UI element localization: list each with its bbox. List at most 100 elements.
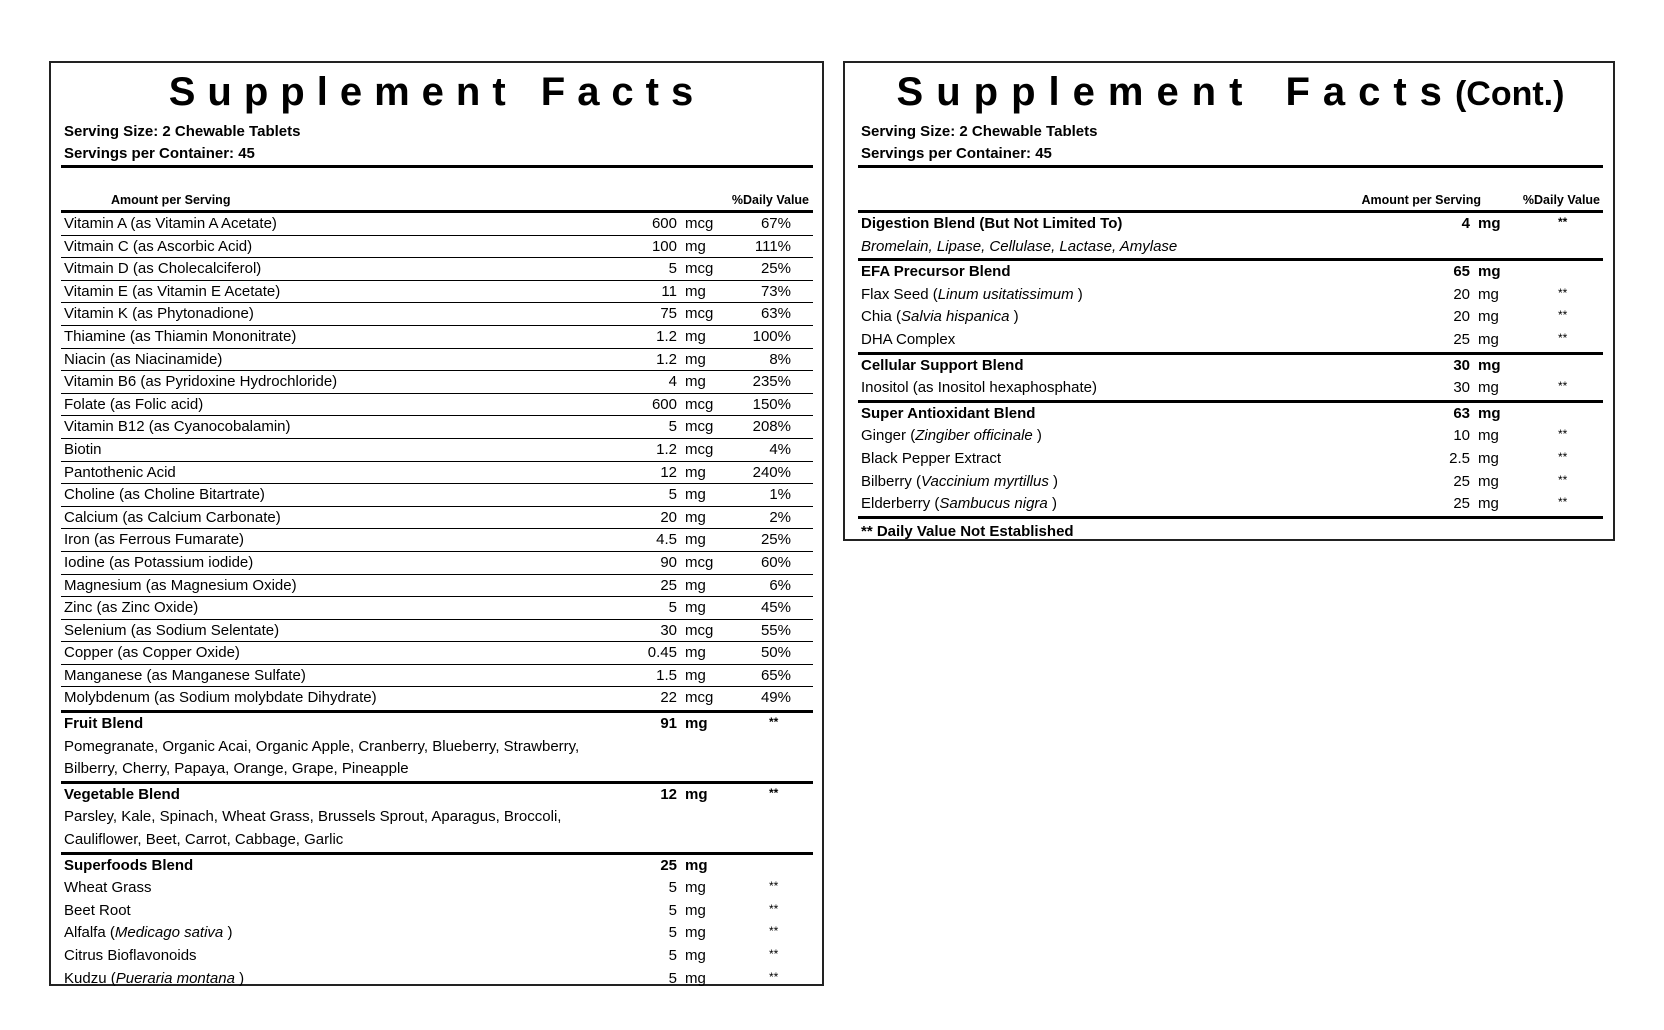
amount-value: 25 <box>1453 472 1470 490</box>
nutrient-name: Super Antioxidant Blend <box>861 403 1035 426</box>
title-word: Supplement <box>896 70 1256 114</box>
daily-value: 65% <box>760 666 791 684</box>
name-text: Zinc (as Zinc Oxide) <box>64 599 199 617</box>
amount-unit: mcg <box>685 215 714 232</box>
daily-value: 45% <box>760 599 791 617</box>
nutrient-row: Bilberry (Vaccinium myrtillus ) 25 mg ** <box>858 471 1603 494</box>
nutrient-row: Choline (as Choline Bitartrate) 5 mg 1% <box>61 484 813 507</box>
amount-value: 5 <box>668 969 677 987</box>
amount-value: 91 <box>660 715 677 733</box>
nutrient-row: Black Pepper Extract 2.5 mg ** <box>858 448 1603 471</box>
amount-value: 1.2 <box>656 327 677 345</box>
blend-header-row: Superfoods Blend 25 mg <box>61 855 813 878</box>
amount-unit: mg <box>685 599 706 617</box>
name-text: Alfalfa <box>64 924 106 942</box>
nutrient-row: Vitmain D (as Cholecalciferol) 5 mcg 25% <box>61 258 813 281</box>
latin-name: Vaccinium myrtillus <box>921 472 1049 490</box>
amount-unit: mg <box>685 531 706 549</box>
amount-unit: mg <box>1478 427 1499 445</box>
amount-unit: mg <box>685 901 706 919</box>
divider <box>858 210 1603 213</box>
blend-header-row: Vegetable Blend 12 mg ** <box>61 784 813 807</box>
blend-list: Digestion Blend (But Not Limited To) 4 mg *… <box>858 213 1603 519</box>
name-text: Kudzu <box>64 969 107 987</box>
nutrient-name: Kudzu (Pueraria montana ) <box>64 969 245 987</box>
name-text: Choline (as Choline Bitartrate) <box>64 486 265 504</box>
name-text: Elderberry <box>861 495 931 513</box>
name-text: Black Pepper Extract <box>861 449 1002 467</box>
nutrient-row: Beet Root 5 mg ** <box>61 900 813 923</box>
amount-unit: mg <box>685 856 708 874</box>
daily-value: 1% <box>769 486 791 504</box>
amount-unit: mg <box>1478 215 1501 232</box>
nutrient-row: Niacin (as Niacinamide) 1.2 mg 8% <box>61 349 813 372</box>
daily-value: ** <box>769 715 779 730</box>
amount-value: 20 <box>1453 308 1470 326</box>
amount-value: 25 <box>1453 330 1470 348</box>
name-text: Digestion Blend (But Not Limited To) <box>861 215 1123 232</box>
amount-unit: mg <box>1478 285 1499 303</box>
name-text: Ginger <box>861 427 907 445</box>
amount-unit: mg <box>685 715 708 733</box>
nutrient-name: Citrus Bioflavonoids <box>64 945 197 968</box>
blend-header-row: Super Antioxidant Blend 63 mg <box>858 403 1603 426</box>
blend-header-row: EFA Precursor Blend 65 mg <box>858 261 1603 284</box>
divider <box>858 258 1603 262</box>
name-text: Biotin <box>64 440 102 458</box>
column-header: Amount per Serving %Daily Value <box>61 168 813 210</box>
nutrient-row: Kudzu (Pueraria montana ) 5 mg ** <box>61 968 813 991</box>
name-text: Flax Seed <box>861 285 929 303</box>
nutrient-row: Iodine (as Potassium iodide) 90 mcg 60% <box>61 552 813 575</box>
nutrient-row: Folate (as Folic acid) 600 mcg 150% <box>61 394 813 417</box>
nutrient-name: Vitmain C (as Ascorbic Acid) <box>64 236 252 259</box>
amount-value: 22 <box>660 689 677 707</box>
nutrient-name: Iron (as Ferrous Fumarate) <box>64 529 244 552</box>
name-text: Magnesium (as Magnesium Oxide) <box>64 576 297 594</box>
nutrient-name: Chia (Salvia hispanica ) <box>861 308 1019 326</box>
nutrient-name: Vitamin B6 (as Pyridoxine Hydrochloride) <box>64 371 337 394</box>
nutrient-row: Copper (as Copper Oxide) 0.45 mg 50% <box>61 642 813 665</box>
daily-value: 25% <box>760 260 791 278</box>
amount-value: 65 <box>1453 263 1470 281</box>
servings-per-container: Servings per Container: 45 <box>64 145 255 162</box>
name-text: Iodine (as Potassium iodide) <box>64 553 254 571</box>
daily-value: 60% <box>760 553 791 571</box>
name-text: Vegetable Blend <box>64 785 180 803</box>
amount-value: 5 <box>668 879 677 897</box>
daily-value: ** <box>1558 308 1568 323</box>
nutrient-name: Folate (as Folic acid) <box>64 394 203 417</box>
daily-value: ** <box>769 969 779 984</box>
amount-unit: mg <box>1478 449 1499 467</box>
name-text: Fruit Blend <box>64 715 144 733</box>
amount-unit: mg <box>685 666 706 684</box>
blend-header-row: Cellular Support Blend 30 mg <box>858 355 1603 378</box>
nutrient-row: Inositol (as Inositol hexaphosphate) 30 mg… <box>858 377 1603 400</box>
name-text: Cellular Support Blend <box>861 356 1024 374</box>
name-text: Vitamin A (as Vitamin A Acetate) <box>64 215 277 232</box>
name-text: Bilberry <box>861 472 912 490</box>
amount-value: 5 <box>668 486 677 504</box>
latin-name: Linum usitatissimum <box>937 285 1074 303</box>
amount-unit: mg <box>685 879 706 897</box>
nutrient-name: Choline (as Choline Bitartrate) <box>64 484 265 507</box>
amount-value: 4.5 <box>656 531 677 549</box>
name-text: Vitamin B12 (as Cyanocobalamin) <box>64 418 291 436</box>
name-text: Super Antioxidant Blend <box>861 404 1036 422</box>
daily-value: ** <box>1558 495 1568 510</box>
supplement-facts-cont-panel: Supplement Facts(Cont.) Serving Size: 2 C… <box>843 61 1615 541</box>
name-text: Beet Root <box>64 901 131 919</box>
name-text: Niacin (as Niacinamide) <box>64 350 223 368</box>
amount-value: 5 <box>668 599 677 617</box>
amount-value: 25 <box>660 856 677 874</box>
nutrient-row: Chia (Salvia hispanica ) 20 mg ** <box>858 306 1603 329</box>
amount-value: 90 <box>660 553 677 571</box>
nutrient-name: Wheat Grass <box>64 877 152 900</box>
nutrient-row: Vitamin A (as Vitamin A Acetate) 600 mcg 67… <box>61 213 813 236</box>
name-text: Wheat Grass <box>64 879 152 897</box>
name-text: Inositol (as Inositol hexaphosphate) <box>861 379 1097 397</box>
amount-value: 11 <box>661 282 677 300</box>
amount-unit: mg <box>1478 330 1499 348</box>
nutrient-row: Elderberry (Sambucus nigra ) 25 mg ** <box>858 493 1603 516</box>
daily-value: ** <box>769 879 779 894</box>
header-daily-value: %Daily Value <box>731 193 809 207</box>
